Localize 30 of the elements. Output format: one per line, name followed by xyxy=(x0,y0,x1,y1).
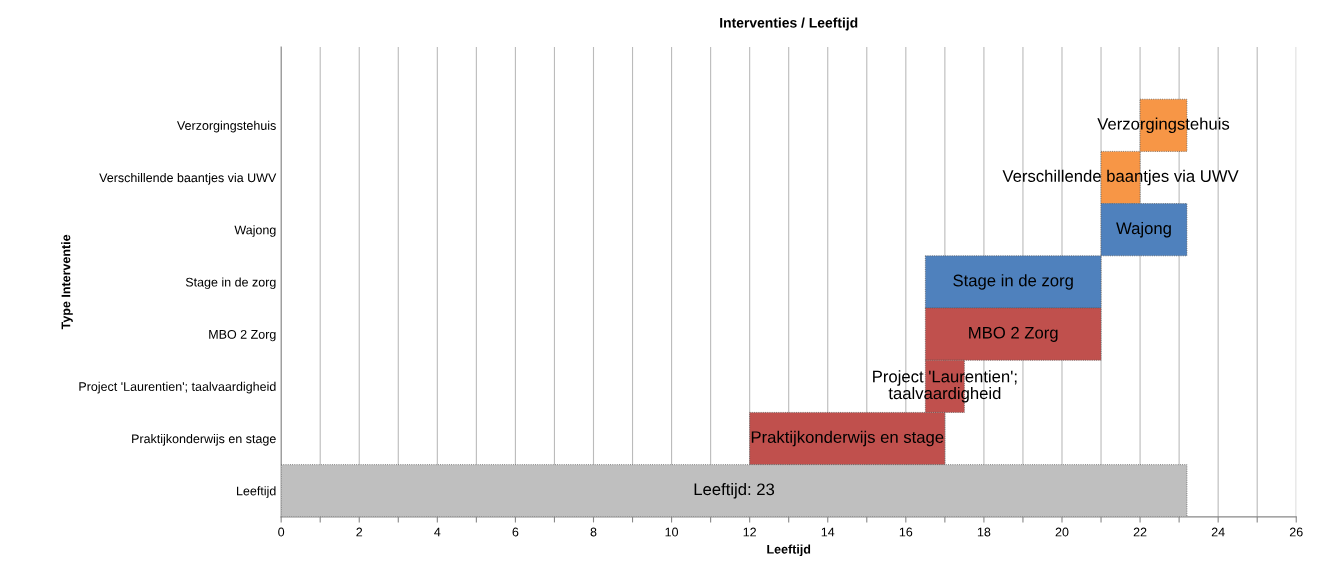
y-tick-label: Verschillende baantjes via UWV xyxy=(99,172,277,185)
y-tick-label: Wajong xyxy=(234,225,276,237)
y-tick-label: Stage in de zorg xyxy=(185,277,276,290)
y-tick-label: Project 'Laurentien'; taalvaardigheid xyxy=(79,381,276,394)
annotation: Stage in de zorg xyxy=(953,274,1073,290)
x-tick-label: 14 xyxy=(821,527,835,537)
x-tick-label: 10 xyxy=(665,527,679,537)
x-tick-label: 16 xyxy=(899,527,913,537)
x-tick-label: 12 xyxy=(743,527,756,537)
x-tick-label: 22 xyxy=(1133,527,1147,537)
x-tick-label: 0 xyxy=(278,527,285,537)
y-axis-title: Type Interventie xyxy=(61,234,73,330)
annotation: Wajong xyxy=(1116,221,1171,238)
x-tick-label: 2 xyxy=(356,527,363,537)
x-tick-label: 4 xyxy=(434,527,441,537)
chart-title: Interventies / Leeftijd xyxy=(720,17,858,31)
annotation: Leeftijd: 23 xyxy=(694,482,775,499)
y-tick-label: Verzorgingstehuis xyxy=(176,120,276,133)
x-tick-label: 8 xyxy=(590,527,597,537)
y-tick-label: MBO 2 Zorg xyxy=(209,329,276,342)
y-tick-label: Praktijkonderwijs en stage xyxy=(132,434,276,446)
y-tick-label: Leeftijd xyxy=(237,486,276,498)
x-tick-label: 20 xyxy=(1055,527,1069,537)
x-tick-label: 18 xyxy=(977,527,991,537)
x-tick-label: 6 xyxy=(512,527,519,537)
x-tick-label: 24 xyxy=(1211,527,1225,537)
annotation: Praktijkonderwijs en stage xyxy=(751,430,944,447)
x-tick-label: 26 xyxy=(1289,527,1303,537)
annotation: MBO 2 Zorg xyxy=(969,326,1058,342)
x-axis-title: Leeftijd xyxy=(767,544,811,557)
